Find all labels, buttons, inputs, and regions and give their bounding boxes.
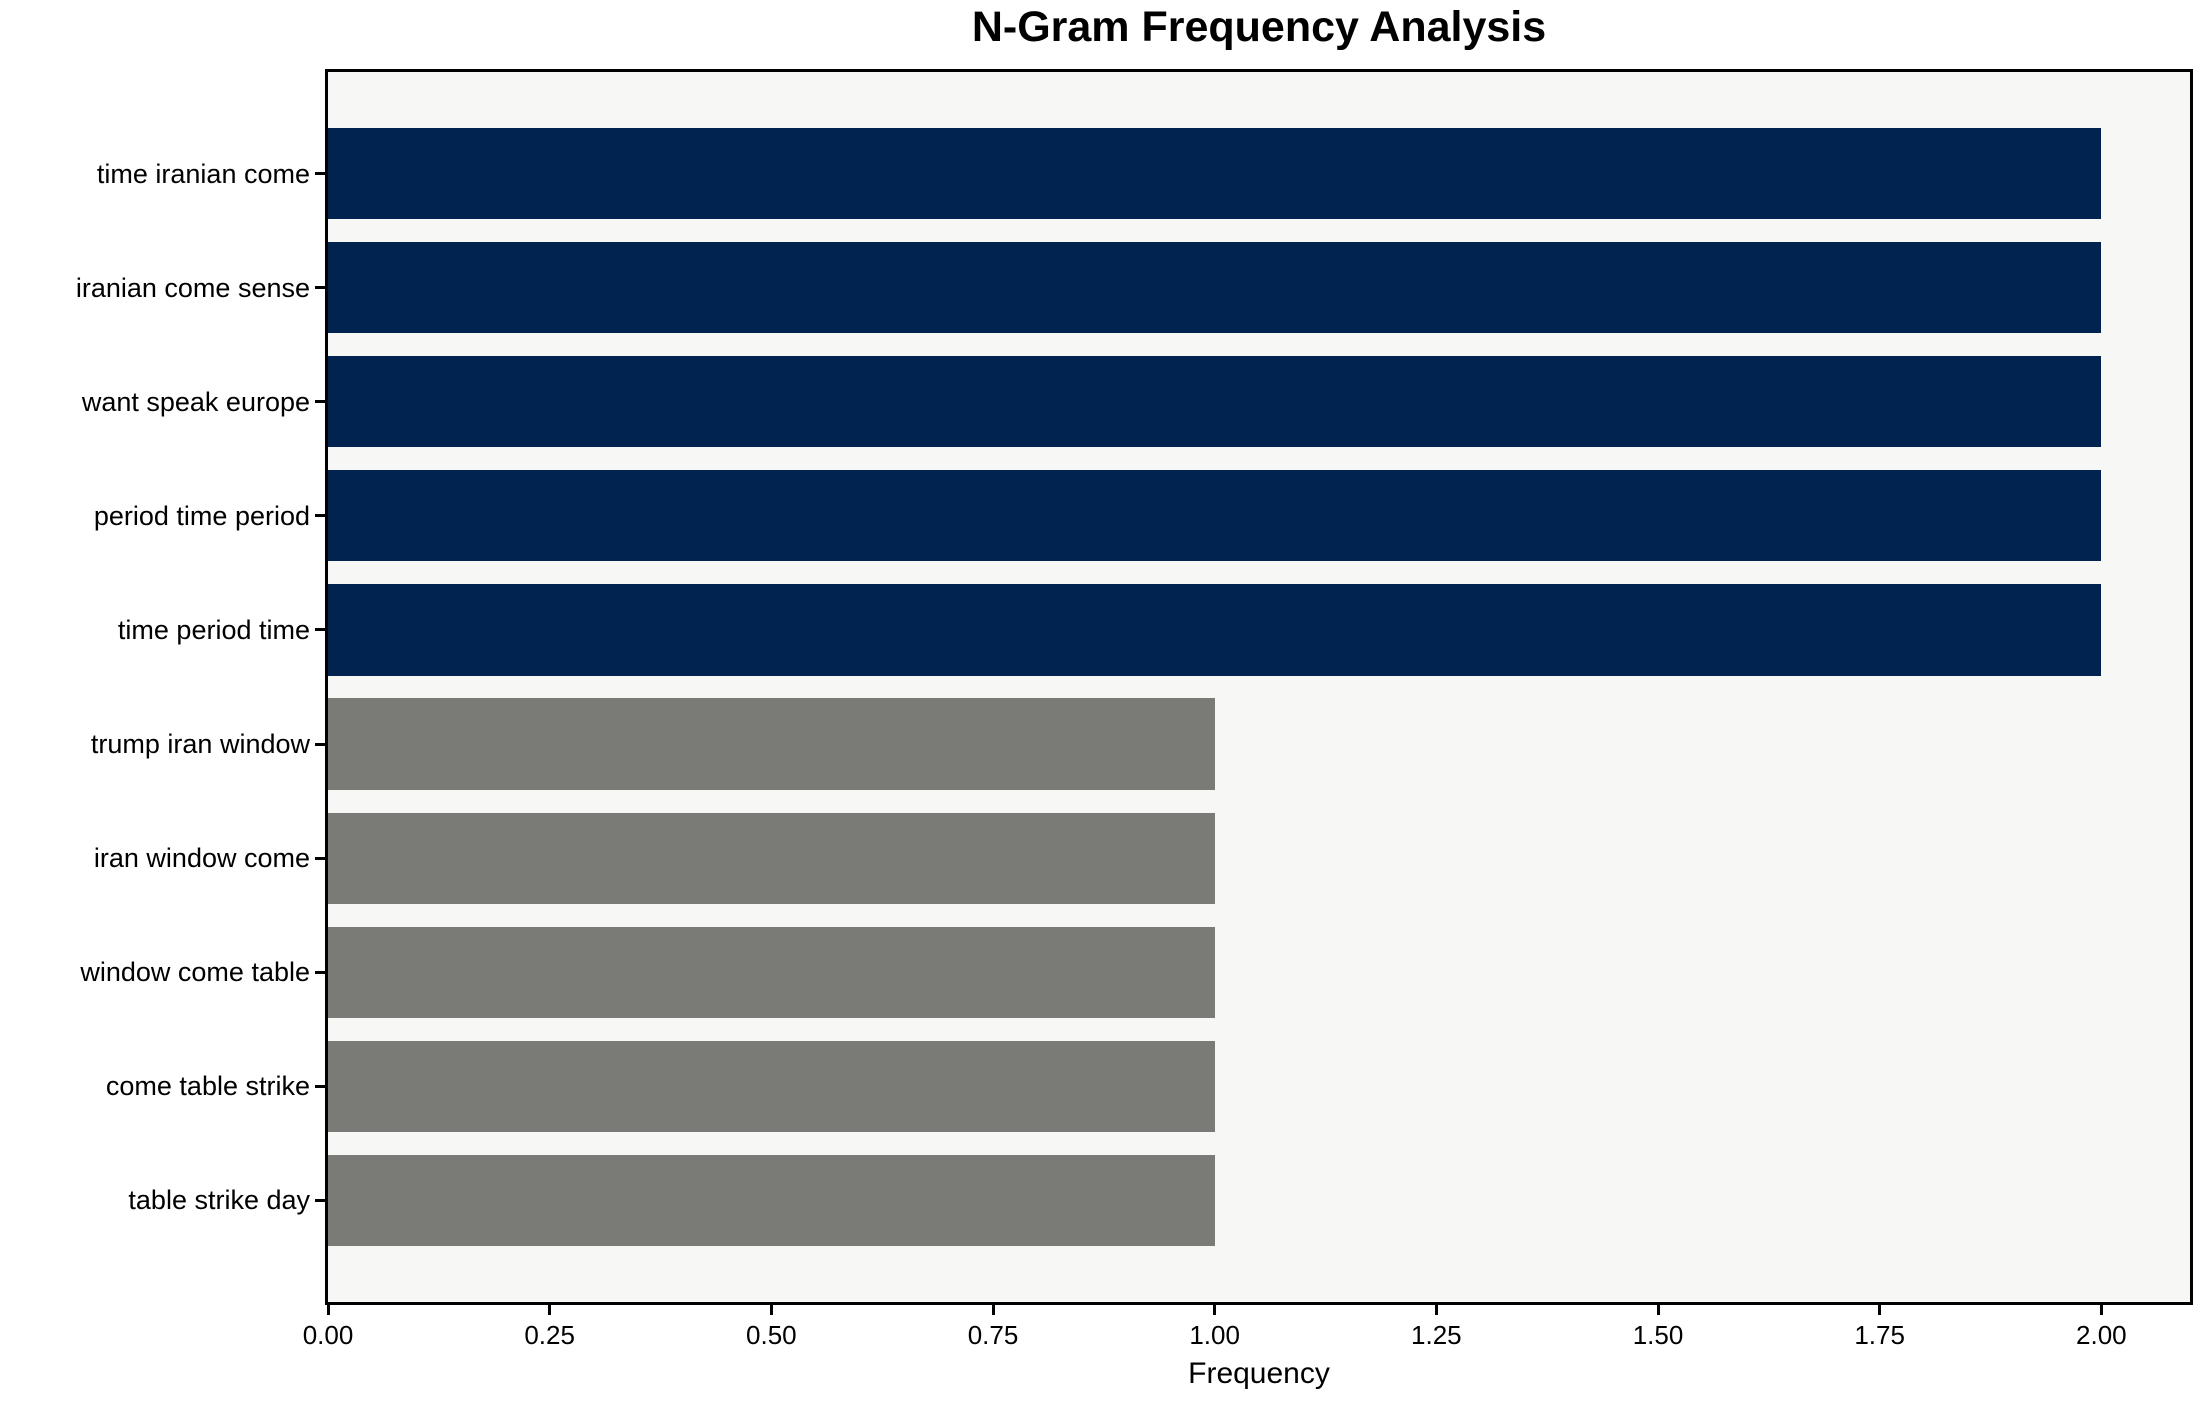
y-tick-mark [315,400,325,404]
y-tick-label: period time period [93,500,310,531]
y-tick-label: iran window come [93,843,310,874]
bar [328,1040,1215,1132]
y-tick-label: time iranian come [96,158,310,189]
y-tick-label: table strike day [128,1185,310,1216]
y-tick-mark [315,628,325,632]
x-axis-title: Frequency [1188,1357,1330,1390]
y-tick-label: iranian come sense [75,272,310,303]
x-tick-label: 0.50 [746,1320,797,1350]
x-tick-label: 1.25 [1411,1320,1462,1350]
y-tick-mark [315,1198,325,1202]
y-tick-mark [315,1084,325,1088]
bar [328,470,2102,562]
bar [328,926,1215,1018]
plot-area [325,69,2193,1305]
x-tick-mark [1878,1305,1882,1315]
x-tick-label: 2.00 [2076,1320,2127,1350]
x-tick-mark [2099,1305,2103,1315]
y-tick-label: window come table [80,957,310,988]
y-tick-label: trump iran window [90,729,310,760]
y-tick-mark [315,172,325,176]
y-tick-mark [315,286,325,290]
bar [328,812,1215,904]
y-tick-mark [315,742,325,746]
bar [328,1154,1215,1247]
y-tick-mark [315,970,325,974]
x-tick-label: 0.25 [524,1320,575,1350]
chart-title: N-Gram Frequency Analysis [971,3,1547,51]
y-tick-label: time period time [117,614,310,645]
x-tick-mark [1213,1305,1217,1315]
bar [328,698,1215,790]
x-tick-mark [1434,1305,1438,1315]
y-tick-label: come table strike [105,1071,310,1102]
y-tick-label: want speak europe [81,386,310,417]
x-tick-label: 1.50 [1632,1320,1684,1350]
x-tick-mark [548,1305,552,1315]
x-tick-mark [991,1305,995,1315]
x-tick-label: 0.00 [302,1320,354,1350]
y-tick-mark [315,514,325,518]
bar [328,242,2102,334]
x-tick-mark [769,1305,773,1315]
x-tick-label: 1.75 [1854,1320,1905,1350]
bar [328,127,2102,220]
bar [328,356,2102,448]
x-tick-mark [326,1305,330,1315]
bar [328,584,2102,676]
x-tick-mark [1656,1305,1660,1315]
x-tick-label: 0.75 [967,1320,1019,1350]
y-tick-mark [315,856,325,860]
x-tick-label: 1.00 [1189,1320,1240,1350]
